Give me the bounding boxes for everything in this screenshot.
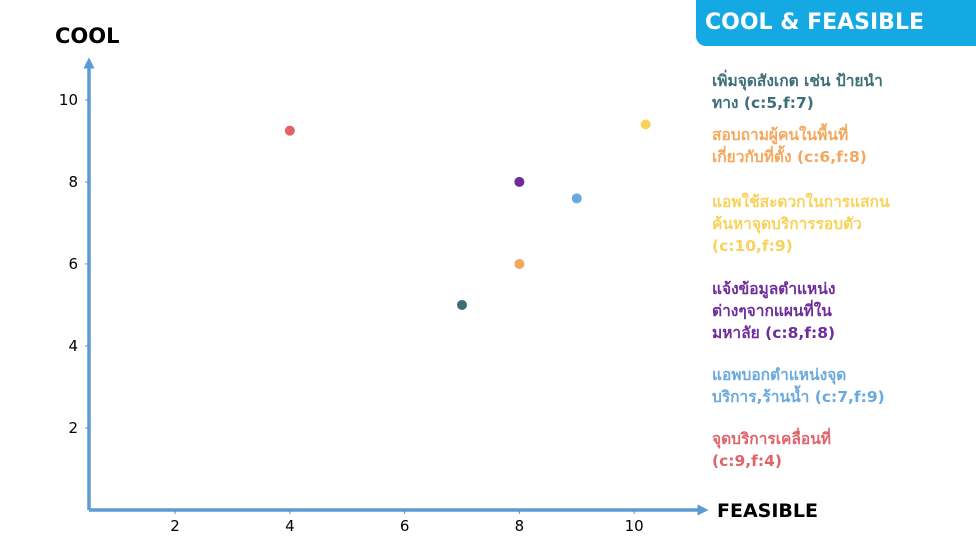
scatter-point (514, 258, 525, 269)
legend-item: แอพใช้สะดวกในการแสกนค้นหาจุดบริการรอบตัว… (712, 191, 972, 257)
scatter-point (640, 119, 651, 130)
x-tick-label: 10 (625, 517, 644, 535)
legend-item-text: ต่างๆจากแผนที่ใน (712, 302, 832, 320)
legend-item-text: สอบถามผู้คนในพื้นที่ (712, 126, 849, 144)
chart-banner-title: COOL & FEASIBLE (696, 0, 976, 46)
legend-item-text: ทาง (c:5,f:7) (712, 94, 814, 112)
y-tick-label: 10 (59, 91, 78, 109)
legend-item-text: เกี่ยวกับที่ตั้ง (c:6,f:8) (712, 148, 867, 166)
legend-item-text: แอพใช้สะดวกในการแสกน (712, 193, 890, 211)
x-axis-label: FEASIBLE (717, 500, 818, 522)
scatter-point (284, 125, 295, 136)
x-tick-label: 2 (170, 517, 180, 535)
legend-item-text: จุดบริการเคลื่อนที่ (712, 430, 832, 448)
legend-item: แอพบอกตำแหน่งจุดบริการ,ร้านน้ำ (c:7,f:9) (712, 364, 972, 408)
x-tick-label: 6 (400, 517, 410, 535)
scatter-point (571, 193, 582, 204)
legend-item: สอบถามผู้คนในพื้นที่เกี่ยวกับที่ตั้ง (c:… (712, 124, 972, 168)
legend-item-text: (c:10,f:9) (712, 237, 793, 255)
legend-item-text: มหาลัย (c:8,f:8) (712, 324, 836, 342)
y-tick-label: 4 (68, 337, 78, 355)
y-tick-label: 8 (68, 173, 78, 191)
scatter-point (456, 299, 467, 310)
legend-item: จุดบริการเคลื่อนที่ (c:9,f:4) (712, 428, 972, 472)
y-tick-label: 6 (68, 255, 78, 273)
y-tick-label: 2 (68, 419, 78, 437)
legend-item-text: (c:9,f:4) (712, 452, 782, 470)
legend-item: แจ้งข้อมูลตำแหน่งต่างๆจากแผนที่ในมหาลัย … (712, 278, 972, 344)
y-axis-label: COOL (55, 24, 120, 48)
scatter-point (514, 176, 525, 187)
legend-item-text: เพิ่มจุดสังเกต เช่น ป้ายนำ (712, 72, 883, 90)
legend-item-text: ค้นหาจุดบริการรอบตัว (712, 215, 862, 233)
x-tick-label: 8 (515, 517, 525, 535)
legend-item-text: แจ้งข้อมูลตำแหน่ง (712, 280, 836, 298)
legend-item-text: บริการ,ร้านน้ำ (c:7,f:9) (712, 388, 885, 406)
legend-item-text: แอพบอกตำแหน่งจุด (712, 366, 847, 384)
legend-item: เพิ่มจุดสังเกต เช่น ป้ายนำทาง (c:5,f:7) (712, 70, 972, 114)
x-tick-label: 4 (285, 517, 295, 535)
